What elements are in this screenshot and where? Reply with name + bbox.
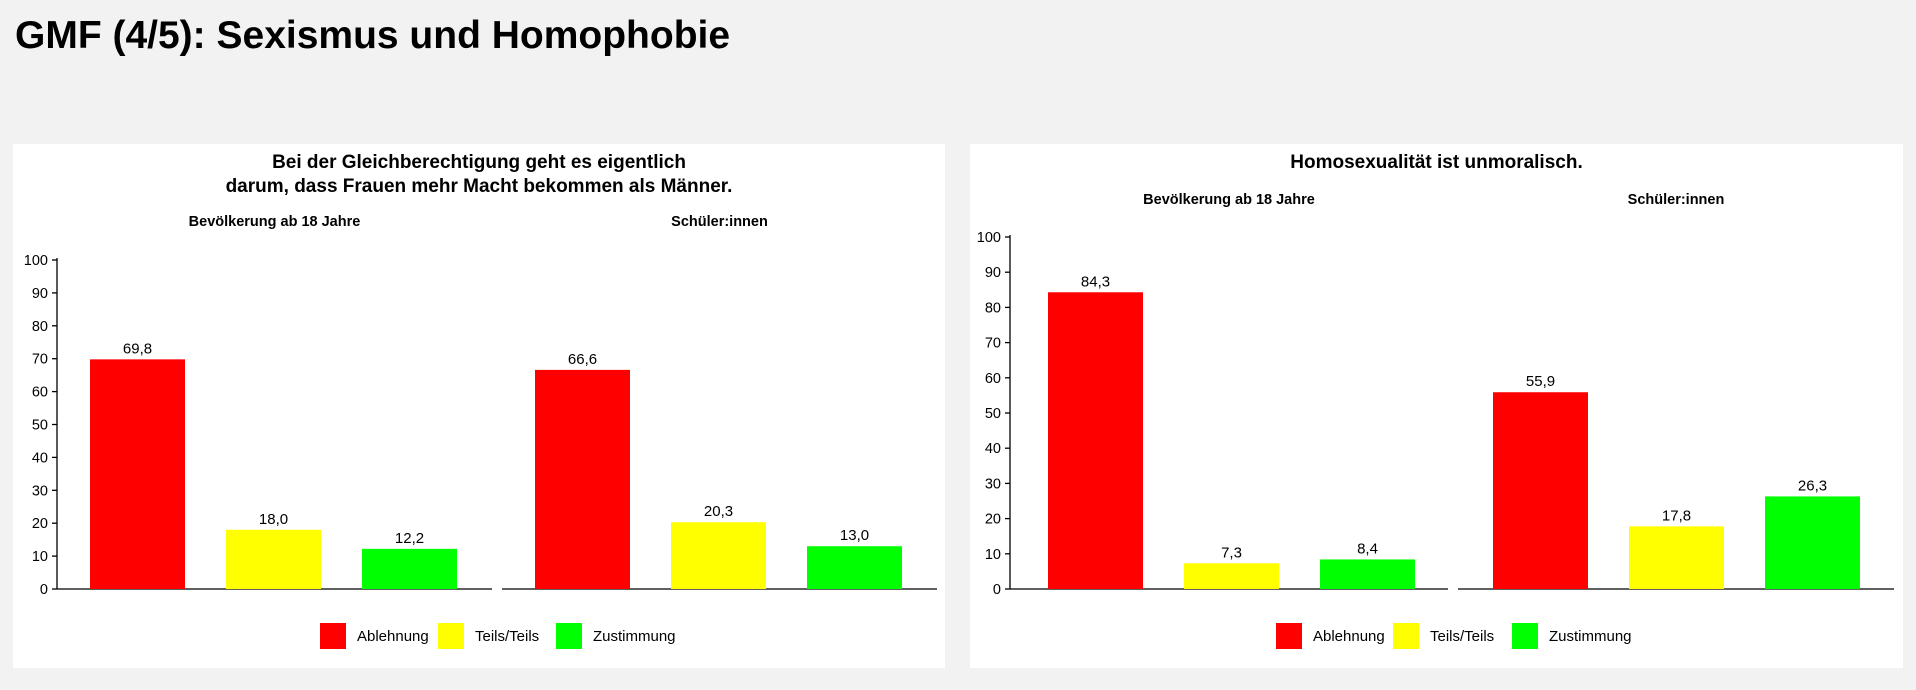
data-label: 69,8 <box>123 340 152 357</box>
y-tick-label: 10 <box>32 549 48 565</box>
y-tick-label: 50 <box>985 406 1001 422</box>
y-tick-label: 0 <box>40 582 48 598</box>
y-tick-label: 80 <box>985 300 1001 316</box>
bar-zustimmung <box>1765 496 1860 589</box>
bar-teilsteils <box>1629 526 1724 589</box>
bar-zustimmung <box>807 546 902 589</box>
facet-label: Schüler:innen <box>671 214 768 230</box>
bar-chart-gleichberechtigung: Bei der Gleichberechtigung geht es eigen… <box>24 152 937 649</box>
data-label: 13,0 <box>840 527 869 544</box>
y-tick-label: 90 <box>32 286 48 302</box>
bar-ablehnung <box>90 359 185 589</box>
legend-swatch <box>1276 623 1302 649</box>
legend-swatch <box>1393 623 1419 649</box>
data-label: 26,3 <box>1798 477 1827 494</box>
legend-label: Zustimmung <box>1549 628 1632 645</box>
bar-teilsteils <box>226 529 321 589</box>
y-tick-label: 60 <box>32 385 48 401</box>
data-label: 12,2 <box>395 530 424 547</box>
y-tick-label: 90 <box>985 265 1001 281</box>
data-label: 8,4 <box>1357 540 1378 557</box>
bar-chart-homosexualitaet: Homosexualität ist unmoralisch. 0 10 20 30 40… <box>977 152 1894 649</box>
y-tick-label: 100 <box>977 230 1001 246</box>
data-label: 84,3 <box>1081 273 1110 290</box>
bar-ablehnung <box>1493 392 1588 589</box>
data-label: 66,6 <box>568 351 597 368</box>
data-label: 55,9 <box>1526 373 1555 390</box>
bar-zustimmung <box>1320 559 1415 589</box>
legend-label: Teils/Teils <box>1430 628 1494 645</box>
legend-swatch <box>438 623 464 649</box>
legend-label: Ablehnung <box>357 628 429 645</box>
chart-panel-gleichberechtigung: Bei der Gleichberechtigung geht es eigen… <box>13 144 945 668</box>
facet-label: Bevölkerung ab 18 Jahre <box>1143 192 1315 208</box>
y-tick-label: 20 <box>985 512 1001 528</box>
y-tick-label: 70 <box>985 336 1001 352</box>
bar-teilsteils <box>1184 563 1279 589</box>
legend-label: Zustimmung <box>593 628 676 645</box>
y-tick-label: 30 <box>985 476 1001 492</box>
legend-label: Teils/Teils <box>475 628 539 645</box>
y-tick-label: 80 <box>32 319 48 335</box>
legend-label: Ablehnung <box>1313 628 1385 645</box>
legend-swatch <box>1512 623 1538 649</box>
data-label: 7,3 <box>1221 544 1242 561</box>
chart-title-line: darum, dass Frauen mehr Macht bekommen a… <box>226 176 733 197</box>
page-title: GMF (4/5): Sexismus und Homophobie <box>15 14 731 57</box>
y-tick-label: 20 <box>32 516 48 532</box>
facet-label: Schüler:innen <box>1628 192 1725 208</box>
data-label: 20,3 <box>704 503 733 520</box>
y-tick-label: 40 <box>32 450 48 466</box>
chart-panel-homosexualitaet: Homosexualität ist unmoralisch. 0 10 20 30 40… <box>970 144 1903 668</box>
y-tick-label: 30 <box>32 483 48 499</box>
data-label: 17,8 <box>1662 507 1691 524</box>
bar-zustimmung <box>362 548 457 589</box>
legend-swatch <box>556 623 582 649</box>
y-tick-label: 100 <box>24 253 48 269</box>
chart-title-line: Homosexualität ist unmoralisch. <box>1290 152 1582 173</box>
bar-ablehnung <box>535 369 630 589</box>
y-tick-label: 40 <box>985 441 1001 457</box>
y-tick-label: 60 <box>985 371 1001 387</box>
facet-label: Bevölkerung ab 18 Jahre <box>189 214 361 230</box>
chart-title-line: Bei der Gleichberechtigung geht es eigen… <box>272 152 686 173</box>
legend-swatch <box>320 623 346 649</box>
y-tick-label: 70 <box>32 352 48 368</box>
data-label: 18,0 <box>259 511 288 528</box>
y-tick-label: 10 <box>985 547 1001 563</box>
bar-teilsteils <box>671 522 766 589</box>
bar-ablehnung <box>1048 292 1143 589</box>
y-tick-label: 0 <box>993 582 1001 598</box>
y-tick-label: 50 <box>32 418 48 434</box>
